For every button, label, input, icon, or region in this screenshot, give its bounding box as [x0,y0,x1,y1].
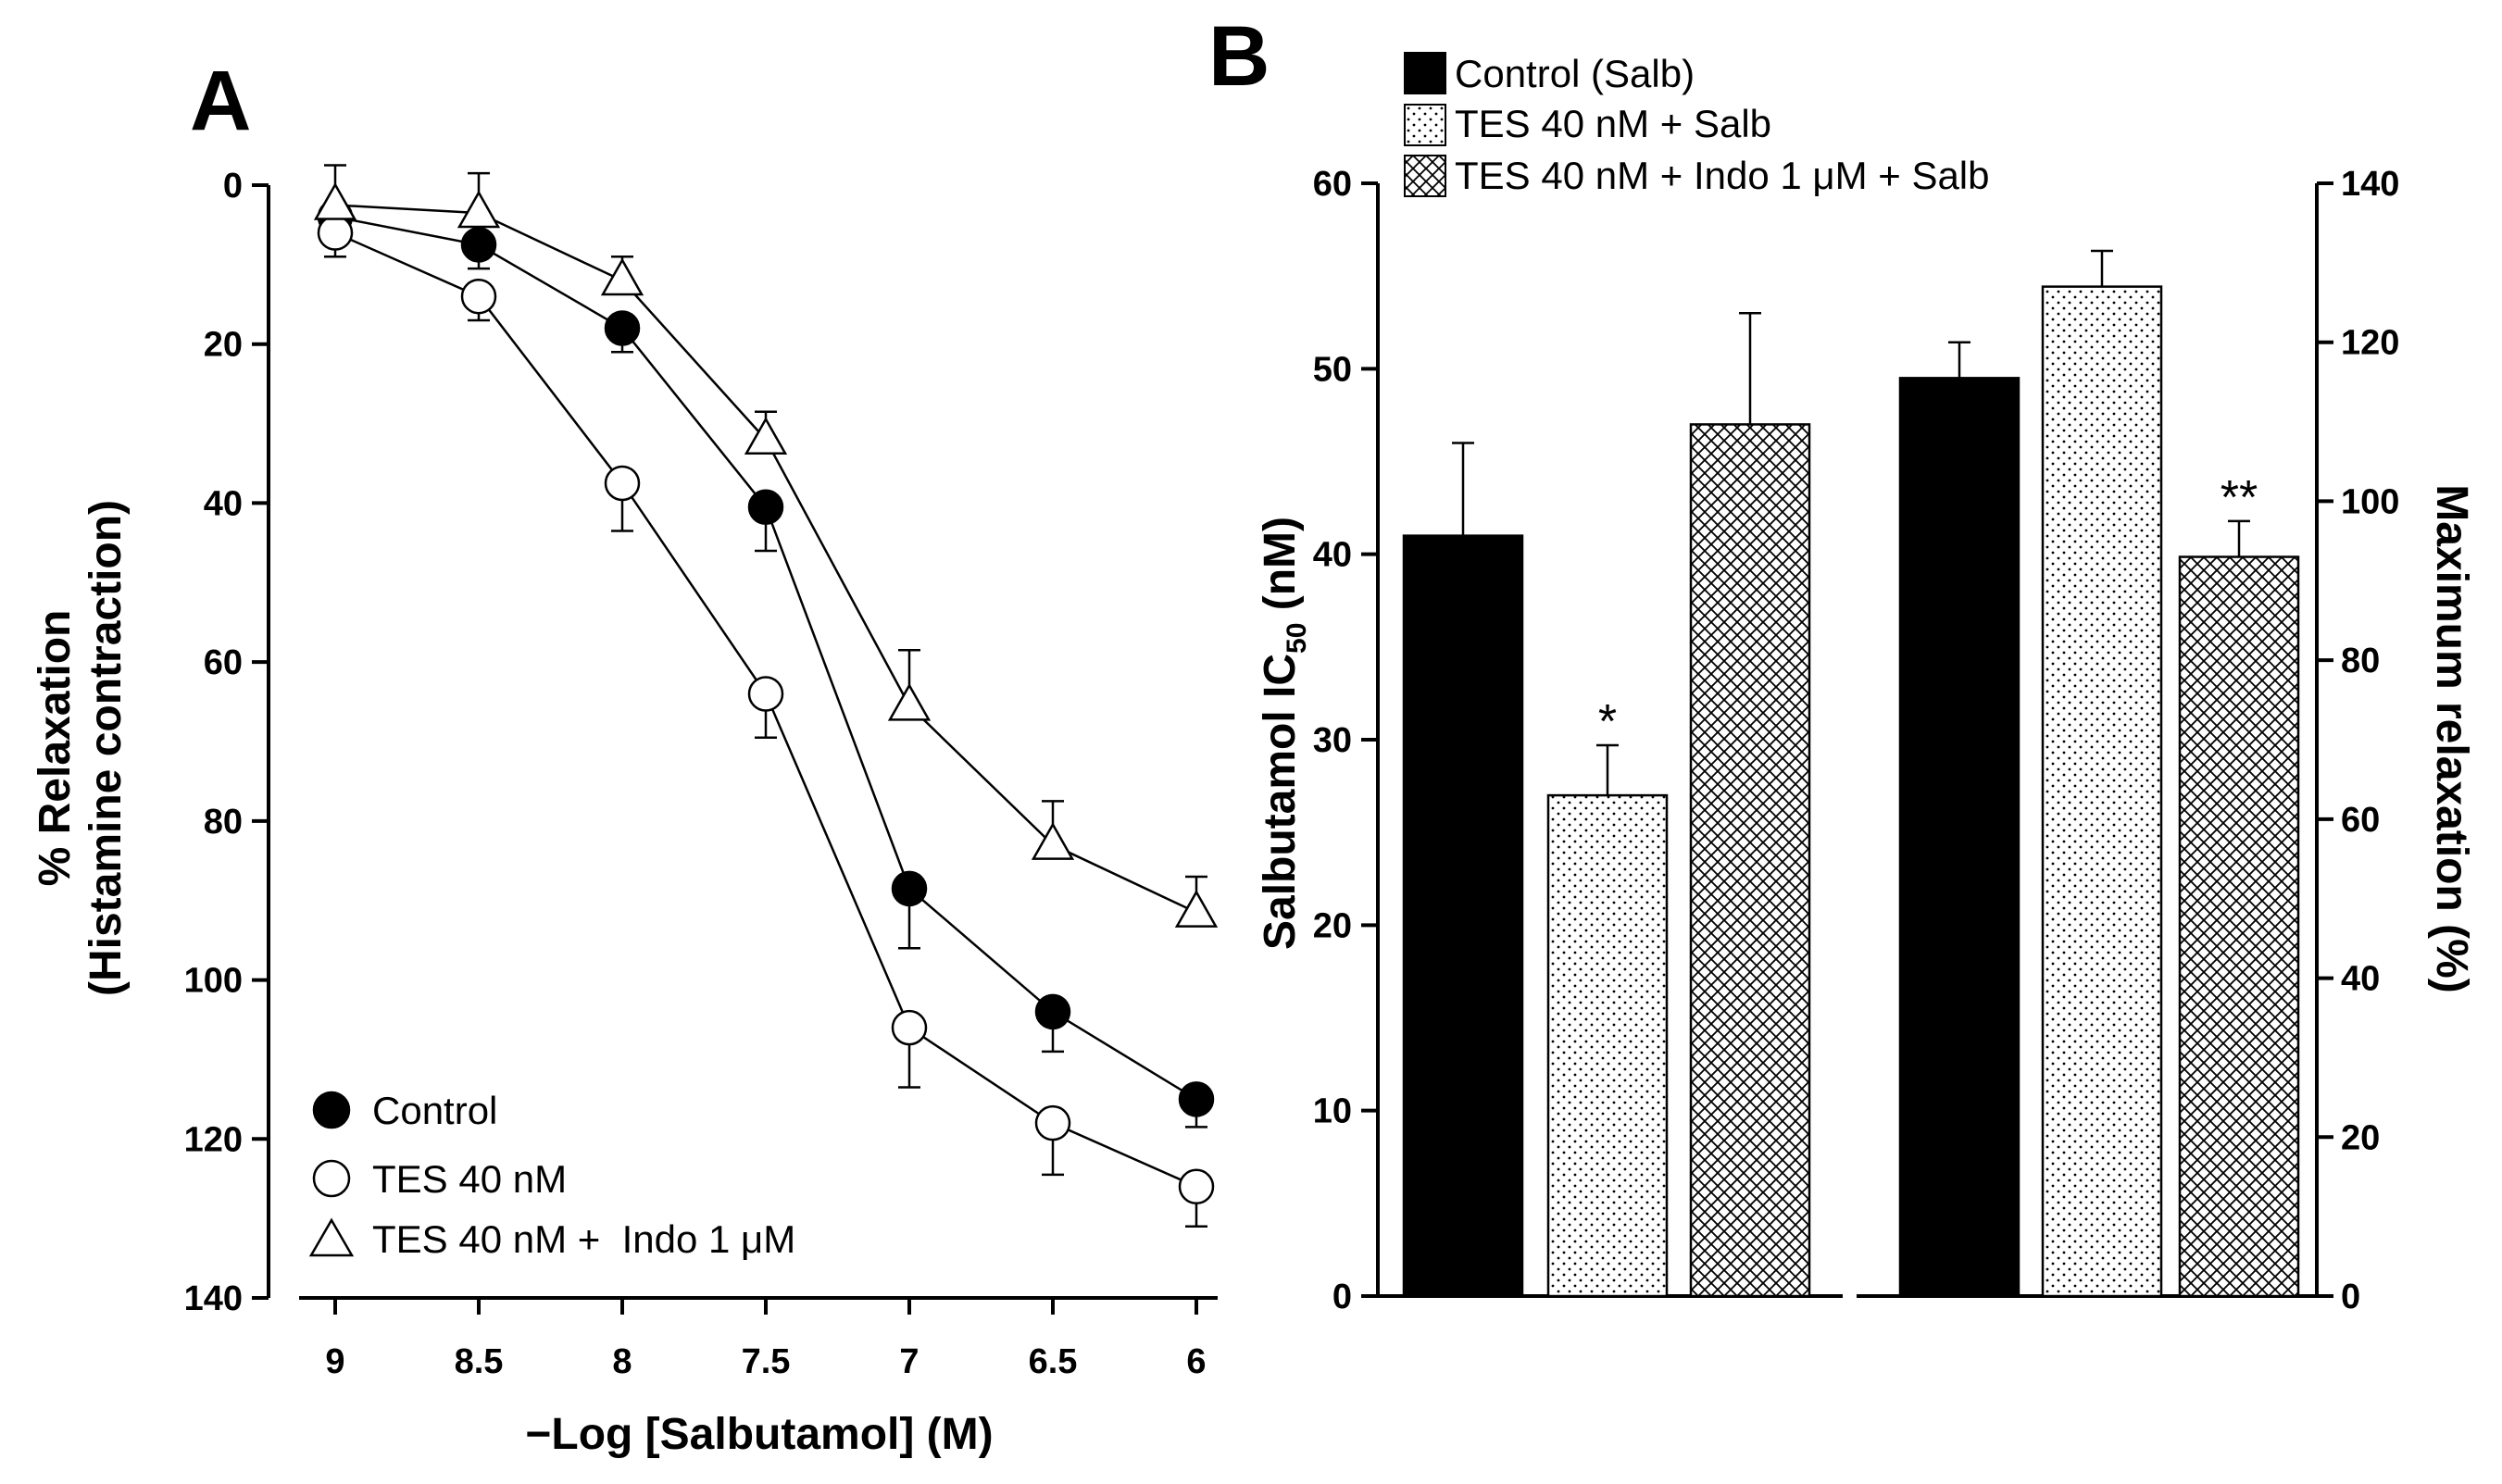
ic-label: Salbutamol IC [1256,654,1305,950]
bar [1898,377,2020,1298]
right-tick-label: 40 [2341,960,2380,999]
x-tick-label: 7 [899,1342,919,1381]
left-tick-label: 60 [1313,165,1352,204]
x-tick-label: 7.5 [742,1342,791,1381]
legend-label-tes-indo: TES 40 nM + Indo 1 μM [372,1217,795,1261]
data-point [1174,890,1219,928]
series-line [334,204,1197,914]
bar [2041,285,2163,1298]
data-point [604,310,641,346]
series-2 [313,164,1219,928]
panel-b-left-axis-title: Salbutamol IC50 (nM) [1256,517,1312,950]
y-tick-label: 60 [204,643,243,682]
legend-label-tes-indo-salb: TES 40 nM + Indo 1 μM + Salb [1455,154,1990,197]
data-point [600,257,644,296]
legend-label-tes: TES 40 nM [372,1157,567,1201]
left-tick-label: 10 [1313,1092,1352,1131]
data-point [460,227,497,263]
right-tick-label: 20 [2341,1118,2380,1157]
panel-b-right-axis-title: Maximum relaxation (%) [2427,484,2476,992]
left-tick-label: 40 [1313,536,1352,575]
panel-a-series [313,164,1219,1228]
panel-a-x-ticks: 9 8.5 8 7.5 7 6.5 6 [325,1298,1207,1381]
data-point [887,682,932,721]
panel-a: A 0 20 40 60 80 100 120 140 9 8.5 8 7.5 7 6.5 6 −Log … [31,54,1219,1459]
legend-marker-tes [312,1159,351,1198]
panel-a-y-axis-title-line1: % Relaxation [31,610,80,887]
legend-label-tes-salb: TES 40 nM + Salb [1455,102,1771,145]
panel-a-x-axis-title: −Log [Salbutamol] (M) [525,1410,993,1459]
y-tick-label: 20 [204,326,243,365]
data-point [891,1009,928,1046]
panel-a-letter: A [190,54,251,148]
legend-marker-tes-indo [308,1217,355,1257]
data-point [313,181,357,220]
ic-unit: (nM) [1256,517,1305,623]
panel-a-y-axis-title-line2: (Histamine contraction) [81,500,131,996]
series-1 [317,215,1215,1228]
right-tick-label: 140 [2341,165,2399,204]
data-point [1178,1168,1215,1205]
right-tick-label: 100 [2341,482,2399,521]
x-tick-label: 6.5 [1029,1342,1078,1381]
data-point [747,676,784,712]
bar [1546,793,1669,1298]
data-point [1034,1104,1071,1141]
panel-a-y-ticks: 0 20 40 60 80 100 120 140 [184,167,269,1318]
right-tick-label: 0 [2341,1278,2360,1316]
left-tick-label: 30 [1313,721,1352,760]
data-point [604,465,641,502]
panel-b-left-ticks: 0 10 20 30 40 50 60 [1313,165,1378,1316]
y-tick-label: 140 [184,1279,243,1318]
data-point [744,417,788,455]
x-tick-label: 8 [612,1342,632,1381]
data-point [460,278,497,315]
legend-swatch-control [1404,52,1446,94]
panel-b-bars: *** [1402,249,2300,1298]
data-point [317,215,354,251]
right-tick-label: 60 [2341,801,2380,840]
legend-marker-control [312,1091,351,1129]
ic-subscript: 50 [1282,623,1312,654]
right-tick-label: 120 [2341,324,2399,363]
data-point [1031,822,1075,860]
data-point [1178,1081,1215,1117]
data-point [457,190,501,229]
left-tick-label: 20 [1313,906,1352,945]
y-tick-label: 120 [184,1120,243,1159]
x-tick-label: 6 [1186,1342,1206,1381]
legend-swatch-tes-indo [1404,155,1446,197]
bar [1402,534,1524,1298]
right-tick-label: 80 [2341,642,2380,680]
y-tick-label: 100 [184,962,243,1001]
left-tick-label: 0 [1332,1278,1352,1316]
x-tick-label: 9 [325,1342,344,1381]
panel-b: B Control (Salb) TES 40 nM + Salb TES 40… [1208,9,2476,1316]
bar [1689,423,1811,1298]
panel-b-legend: Control (Salb) TES 40 nM + Salb TES 40 n… [1404,52,1990,197]
y-tick-label: 40 [204,484,243,523]
panel-a-legend: Control TES 40 nM TES 40 nM + Indo 1 μM [308,1089,795,1261]
data-point [891,870,928,907]
data-point [747,489,784,525]
left-tick-label: 50 [1313,350,1352,389]
x-tick-label: 8.5 [455,1342,504,1381]
significance-label: * [1598,695,1617,749]
data-point [1034,993,1071,1030]
legend-swatch-tes [1404,104,1446,146]
y-tick-label: 80 [204,803,243,842]
y-tick-label: 0 [223,167,243,206]
legend-label-control: Control [372,1089,497,1132]
panel-b-letter: B [1208,9,1270,104]
bar [2178,555,2300,1298]
panel-b-right-ticks: 0 20 40 60 80 100 120 140 [2317,165,2399,1316]
series-0 [317,199,1215,1129]
significance-label: ** [2221,471,2258,525]
series-line [334,216,1197,1101]
legend-label-control-salb: Control (Salb) [1455,52,1695,95]
